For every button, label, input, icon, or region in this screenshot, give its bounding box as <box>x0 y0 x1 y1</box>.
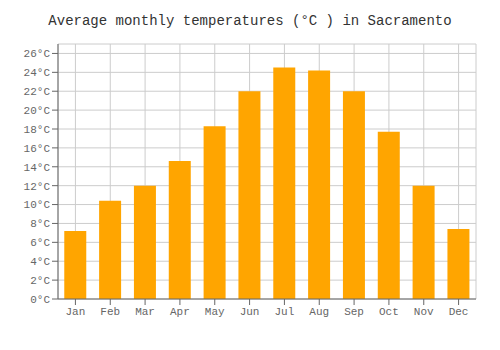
svg-text:Oct: Oct <box>379 306 399 318</box>
svg-text:4°C: 4°C <box>30 256 50 268</box>
svg-text:24°C: 24°C <box>24 67 51 79</box>
svg-text:18°C: 18°C <box>24 124 51 136</box>
svg-text:14°C: 14°C <box>24 162 51 174</box>
svg-text:16°C: 16°C <box>24 143 51 155</box>
svg-text:Dec: Dec <box>449 306 469 318</box>
svg-text:Jul: Jul <box>275 306 295 318</box>
svg-text:Nov: Nov <box>414 306 434 318</box>
svg-text:8°C: 8°C <box>30 218 50 230</box>
svg-text:22°C: 22°C <box>24 86 51 98</box>
svg-text:Mar: Mar <box>135 306 155 318</box>
svg-text:Feb: Feb <box>100 306 120 318</box>
svg-text:0°C: 0°C <box>30 294 50 306</box>
svg-text:12°C: 12°C <box>24 181 51 193</box>
html-text:Average monthly temperatures (: Average monthly temperatures (°C ) in Sa… <box>48 13 452 29</box>
svg-text:Sep: Sep <box>344 306 364 318</box>
svg-text:2°C: 2°C <box>30 275 50 287</box>
svg-text:Jan: Jan <box>66 306 86 318</box>
svg-text:May: May <box>205 306 225 318</box>
svg-text:6°C: 6°C <box>30 237 50 249</box>
svg-text:Aug: Aug <box>309 306 329 318</box>
svg-text:20°C: 20°C <box>24 105 51 117</box>
svg-text:Jun: Jun <box>240 306 260 318</box>
svg-text:Apr: Apr <box>170 306 190 318</box>
svg-text:26°C: 26°C <box>24 48 51 60</box>
svg-text:10°C: 10°C <box>24 199 51 211</box>
